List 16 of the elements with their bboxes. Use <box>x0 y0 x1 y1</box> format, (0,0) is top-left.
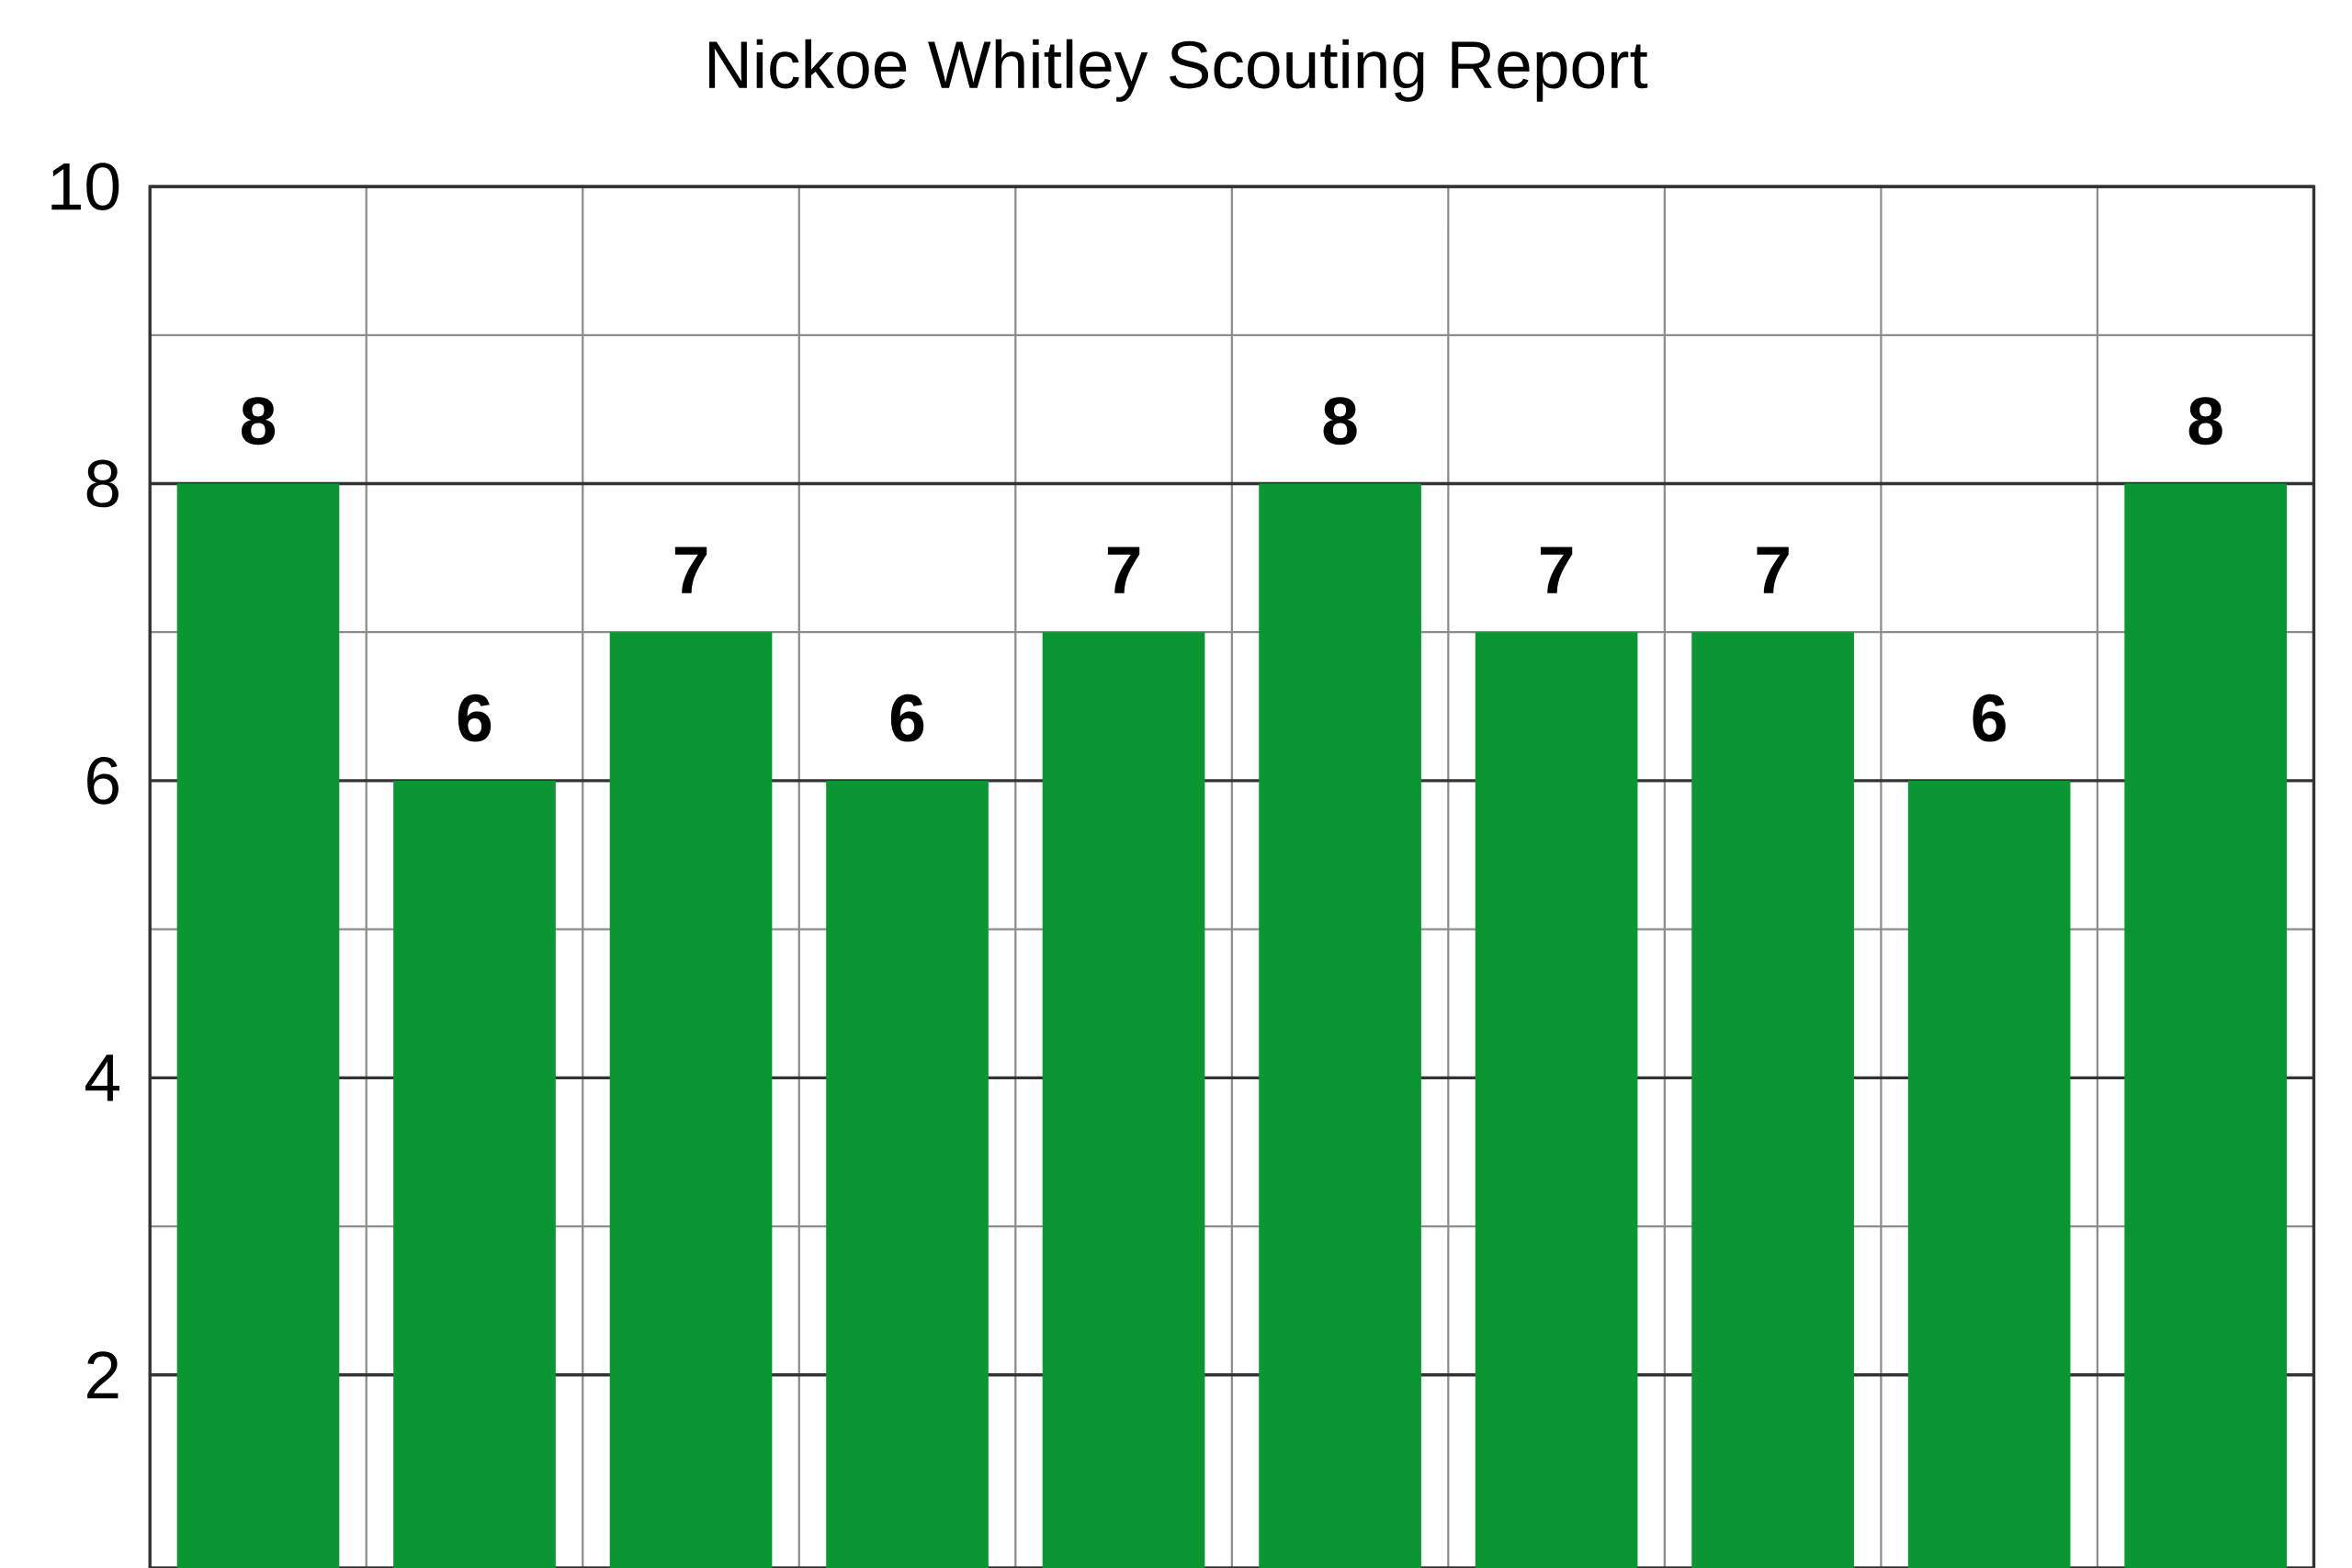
data-label: 6 <box>458 694 492 742</box>
y-tick-label: 8 <box>86 459 119 508</box>
y-tick-label: 4 <box>85 1055 119 1101</box>
data-label: 7 <box>1757 547 1789 593</box>
data-label: 6 <box>890 694 924 742</box>
data-label: 6 <box>1973 694 2006 742</box>
data-label: 7 <box>1540 547 1573 593</box>
data-label: 8 <box>241 397 276 446</box>
y-tick-label: 10 <box>51 163 119 210</box>
data-label: 7 <box>674 547 707 593</box>
data-label: 8 <box>1323 397 1357 446</box>
y-tick-label: 6 <box>87 757 119 805</box>
data-label: 7 <box>1107 547 1140 593</box>
data-label: 8 <box>2188 397 2222 446</box>
chart-title: Nickoe Whitley Scouting Report <box>709 39 1648 102</box>
y-tick-label: 2 <box>87 1351 119 1399</box>
